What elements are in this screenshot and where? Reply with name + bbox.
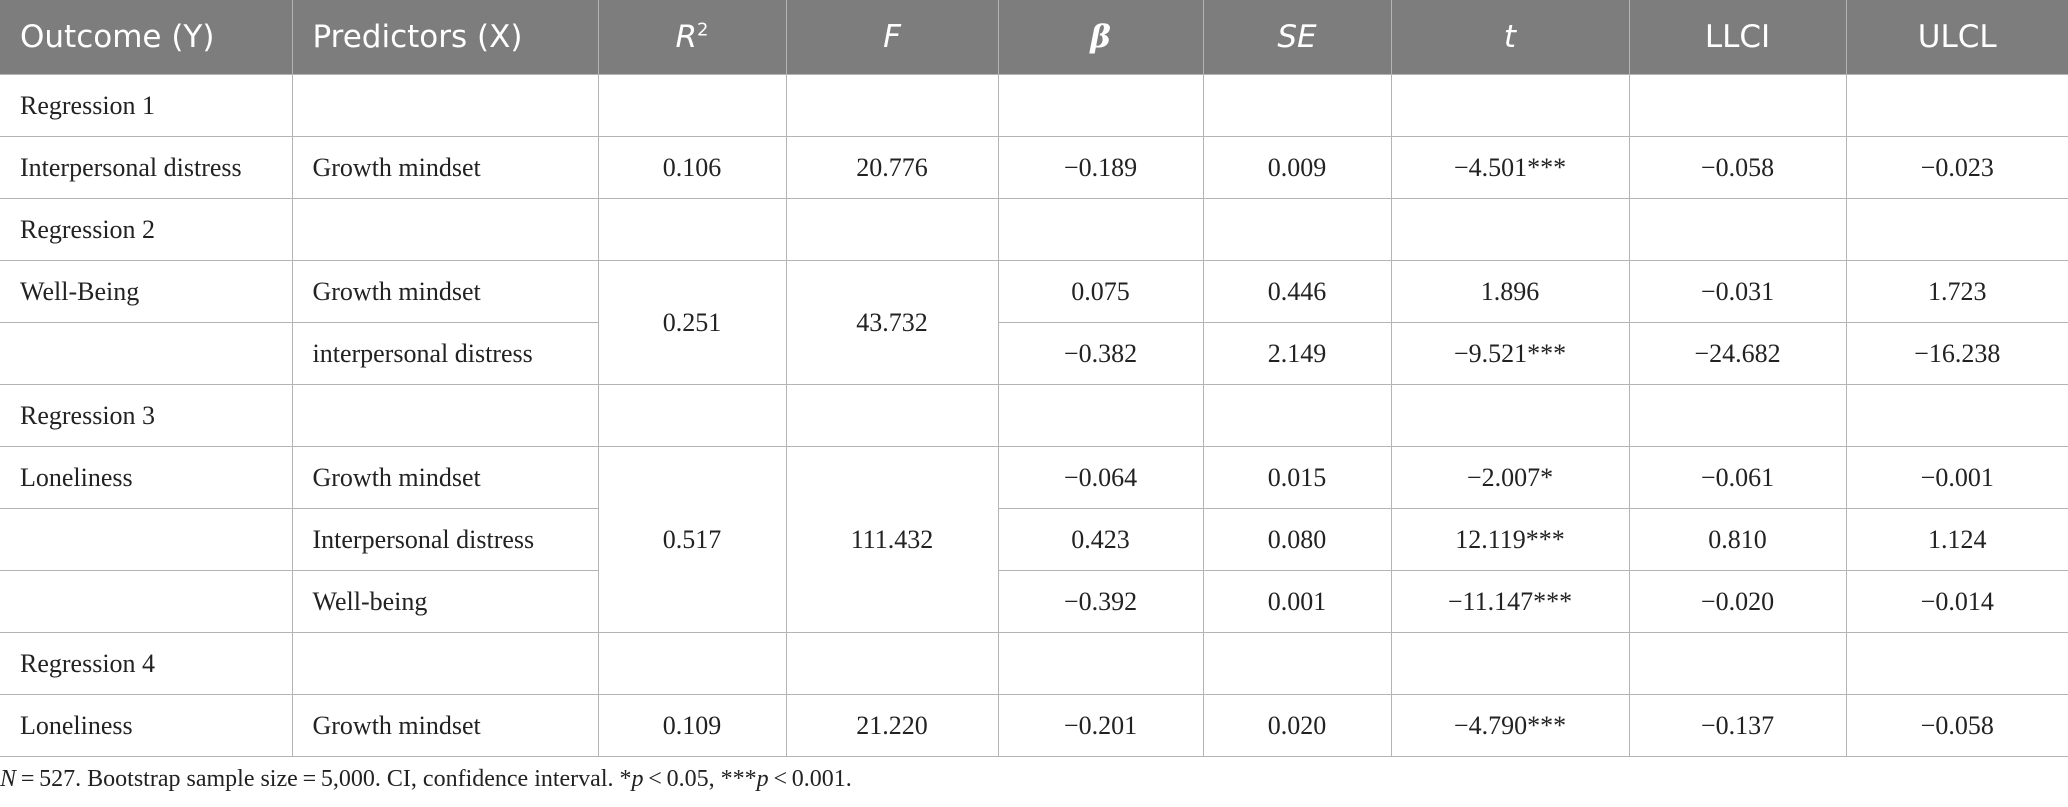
table-row: Well-Being Growth mindset 0.251 43.732 0… — [0, 260, 2068, 385]
beta-cell: 0.423 — [998, 508, 1204, 571]
se-cell: 0.446 — [1203, 260, 1392, 323]
regression-label-row: Regression 2 — [0, 198, 2068, 261]
t-cell: −2.007* — [1391, 446, 1630, 509]
se-cell: 2.149 — [1203, 322, 1392, 385]
beta-cell: −0.064 — [998, 446, 1204, 509]
outcome-cell: Interpersonal distress — [0, 136, 293, 199]
f-cell: 43.732 — [786, 260, 999, 385]
se-cell: 0.080 — [1203, 508, 1392, 571]
ulcl-cell: −0.023 — [1846, 136, 2068, 199]
regression-label: Regression 3 — [0, 384, 293, 447]
regression-table: Outcome (Y) Predictors (X) R2 F β SE t L… — [0, 0, 2068, 757]
beta-cell: −0.189 — [998, 136, 1204, 199]
header-beta: β — [998, 0, 1204, 75]
header-t: t — [1391, 0, 1630, 75]
llci-cell: −0.058 — [1629, 136, 1847, 199]
header-outcome: Outcome (Y) — [0, 0, 293, 75]
se-cell: 0.009 — [1203, 136, 1392, 199]
table-row: Interpersonal distress Growth mindset 0.… — [0, 136, 2068, 199]
llci-cell: −0.061 — [1629, 446, 1847, 509]
r2-cell: 0.106 — [598, 136, 787, 199]
predictor-cell: Growth mindset — [292, 694, 599, 757]
se-cell: 0.001 — [1203, 570, 1392, 633]
header-predictors: Predictors (X) — [292, 0, 599, 75]
se-cell: 0.015 — [1203, 446, 1392, 509]
se-cell: 0.020 — [1203, 694, 1392, 757]
llci-cell: −0.137 — [1629, 694, 1847, 757]
predictor-cell: Growth mindset — [292, 136, 599, 199]
beta-cell: −0.392 — [998, 570, 1204, 633]
outcome-cell: Loneliness — [0, 694, 293, 757]
regression-label: Regression 4 — [0, 632, 293, 695]
r2-cell: 0.517 — [598, 446, 787, 633]
footnote-p2-var: p — [756, 766, 769, 792]
table-row: Loneliness Growth mindset 0.517 111.432 … — [0, 446, 2068, 633]
predictor-cell: Growth mindset — [292, 260, 599, 323]
regression-label: Regression 1 — [0, 74, 293, 137]
outcome-cell — [0, 508, 293, 571]
t-cell: 1.896 — [1391, 260, 1630, 323]
llci-cell: 0.810 — [1629, 508, 1847, 571]
footnote-n-var: N — [0, 766, 17, 792]
beta-cell: −0.382 — [998, 322, 1204, 385]
footnote-n-text: = 527. Bootstrap sample size = 5,000. CI… — [16, 766, 632, 792]
regression-label: Regression 2 — [0, 198, 293, 261]
table-footnote: N = 527. Bootstrap sample size = 5,000. … — [0, 766, 852, 793]
regression-label-row: Regression 1 — [0, 74, 2068, 137]
beta-cell: −0.201 — [998, 694, 1204, 757]
t-cell: −4.501*** — [1391, 136, 1630, 199]
llci-cell: −24.682 — [1629, 322, 1847, 385]
header-llci: LLCI — [1629, 0, 1847, 75]
outcome-cell — [0, 322, 293, 385]
beta-cell: 0.075 — [998, 260, 1204, 323]
f-cell: 21.220 — [786, 694, 999, 757]
t-cell: −4.790*** — [1391, 694, 1630, 757]
footnote-p1-var: p — [631, 766, 644, 792]
r2-cell: 0.109 — [598, 694, 787, 757]
f-cell: 20.776 — [786, 136, 999, 199]
predictor-cell: Interpersonal distress — [292, 508, 599, 571]
t-cell: −11.147*** — [1391, 570, 1630, 633]
header-row: Outcome (Y) Predictors (X) R2 F β SE t L… — [0, 0, 2068, 75]
outcome-cell: Loneliness — [0, 446, 293, 509]
footnote-p1-text: < 0.05, *** — [643, 766, 757, 792]
header-f: F — [786, 0, 999, 75]
header-r-squared: R2 — [598, 0, 787, 75]
table-row: Well-being −0.392 0.001 −11.147*** −0.02… — [0, 570, 2068, 633]
t-cell: −9.521*** — [1391, 322, 1630, 385]
ulcl-cell: −16.238 — [1846, 322, 2068, 385]
outcome-cell: Well-Being — [0, 260, 293, 323]
regression-label-row: Regression 4 — [0, 632, 2068, 695]
ulcl-cell: −0.014 — [1846, 570, 2068, 633]
t-cell: 12.119*** — [1391, 508, 1630, 571]
predictor-cell: Growth mindset — [292, 446, 599, 509]
ulcl-cell: −0.001 — [1846, 446, 2068, 509]
ulcl-cell: 1.723 — [1846, 260, 2068, 323]
r2-cell: 0.251 — [598, 260, 787, 385]
table-row: interpersonal distress −0.382 2.149 −9.5… — [0, 322, 2068, 385]
table-row: Loneliness Growth mindset 0.109 21.220 −… — [0, 694, 2068, 757]
outcome-cell — [0, 570, 293, 633]
footnote-p2-text: < 0.001. — [768, 766, 852, 792]
predictor-cell: interpersonal distress — [292, 322, 599, 385]
regression-label-row: Regression 3 — [0, 384, 2068, 447]
table-container: Outcome (Y) Predictors (X) R2 F β SE t L… — [0, 0, 2068, 757]
header-ulcl: ULCL — [1846, 0, 2068, 75]
ulcl-cell: 1.124 — [1846, 508, 2068, 571]
llci-cell: −0.031 — [1629, 260, 1847, 323]
ulcl-cell: −0.058 — [1846, 694, 2068, 757]
llci-cell: −0.020 — [1629, 570, 1847, 633]
header-se: SE — [1203, 0, 1392, 75]
predictor-cell: Well-being — [292, 570, 599, 633]
f-cell: 111.432 — [786, 446, 999, 633]
table-row: Interpersonal distress 0.423 0.080 12.11… — [0, 508, 2068, 571]
